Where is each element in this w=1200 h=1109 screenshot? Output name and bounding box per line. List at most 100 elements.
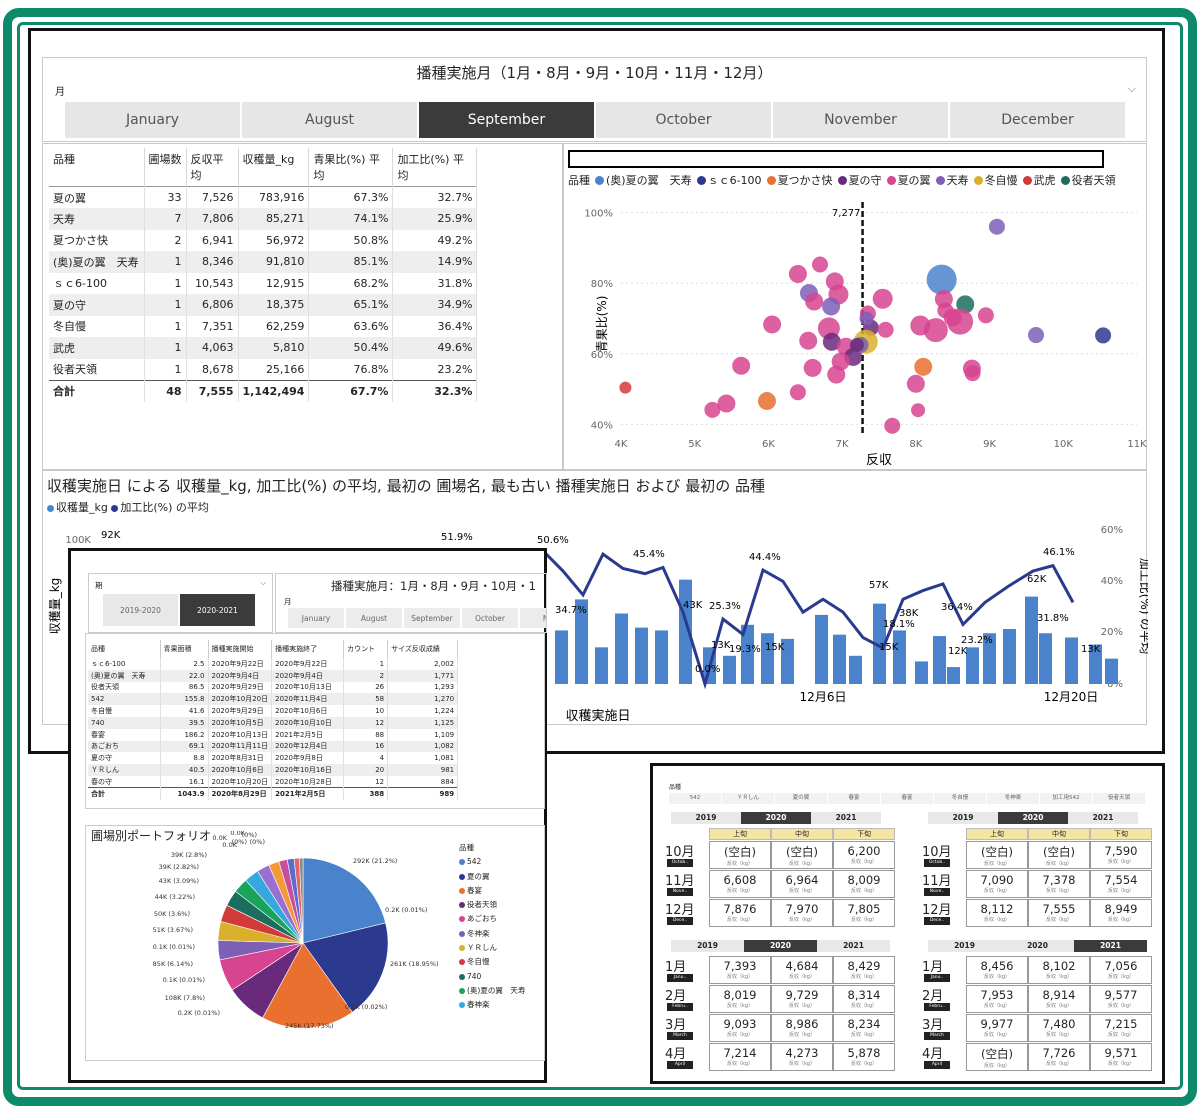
scatter-point[interactable] — [619, 381, 632, 394]
scatter-point[interactable] — [704, 401, 721, 418]
table-row[interactable]: 夏の守 1 6,806 18,375 65.1% 34.9% — [49, 294, 478, 316]
bar[interactable] — [1025, 596, 1038, 684]
table-row[interactable]: ｓｃ6-100 2.5 2020年9月22日 2020年9月22日 1 2,002 — [88, 658, 459, 670]
year-button[interactable]: 2020 — [998, 812, 1068, 824]
year-button[interactable]: 2019 — [928, 812, 998, 824]
bar[interactable] — [615, 613, 628, 685]
month-button[interactable]: October — [462, 608, 518, 628]
yield-cell[interactable]: 6,608 反収（kg） — [709, 870, 771, 898]
bar[interactable] — [1065, 637, 1078, 684]
table-row[interactable]: 天寿 7 7,806 85,271 74.1% 25.9% — [49, 208, 478, 230]
variety-button[interactable]: 冬神楽 — [987, 793, 1039, 804]
yield-cell[interactable]: 7,480 反収（kg） — [1028, 1014, 1090, 1042]
scatter-point[interactable] — [906, 374, 925, 393]
scatter-point[interactable] — [805, 292, 824, 311]
pie-legend-item[interactable]: 冬神楽 — [459, 927, 525, 941]
period-button-selected[interactable]: 2020-2021 — [180, 594, 255, 626]
pie-slice[interactable] — [299, 857, 304, 944]
scatter-point[interactable] — [910, 315, 931, 336]
month-button[interactable]: January — [65, 102, 240, 138]
month-button[interactable]: November — [773, 102, 948, 138]
yield-cell[interactable]: 9,577 反収（kg） — [1090, 985, 1152, 1013]
bar[interactable] — [933, 636, 946, 684]
table-row[interactable]: 春宴 186.2 2020年10月13日 2021年2月5日 88 1,109 — [88, 728, 459, 741]
month-button[interactable]: No — [520, 608, 546, 628]
yield-cell[interactable]: 8,112 反収（kg） — [966, 899, 1028, 927]
scatter-point[interactable] — [964, 365, 981, 382]
table-header[interactable]: 青果比(%) 平均 — [308, 148, 394, 187]
month-button[interactable]: December — [950, 102, 1125, 138]
month-button[interactable]: October — [596, 102, 771, 138]
pie-slice[interactable] — [302, 857, 386, 944]
yield-cell[interactable]: 4,684 反収（kg） — [771, 956, 833, 984]
yield-cell[interactable]: 7,953 反収（kg） — [966, 985, 1028, 1013]
pie-legend-item[interactable]: 役者天領 — [459, 898, 525, 912]
variety-button[interactable]: ＹＲしん — [722, 793, 774, 804]
variety-button[interactable]: 春宴 — [828, 793, 880, 804]
scatter-point[interactable] — [934, 290, 953, 309]
scatter-point[interactable] — [799, 331, 818, 350]
scatter-point[interactable] — [872, 288, 893, 309]
yield-cell[interactable]: 8,234 反収（kg） — [833, 1014, 895, 1042]
yield-cell[interactable]: 7,056 反収（kg） — [1090, 956, 1152, 984]
scatter-point[interactable] — [914, 357, 933, 376]
yield-cell[interactable]: 9,729 反収（kg） — [771, 985, 833, 1013]
year-button[interactable]: 2020 — [744, 940, 817, 952]
variety-button[interactable]: 542 — [669, 793, 721, 804]
scatter-point[interactable] — [943, 308, 962, 327]
yield-cell[interactable]: 7,555 反収（kg） — [1028, 899, 1090, 927]
legend-item[interactable]: 天寿 — [935, 174, 969, 187]
table-row[interactable]: ｓｃ6-100 1 10,543 12,915 68.2% 31.8% — [49, 272, 478, 294]
scatter-point[interactable] — [822, 332, 841, 351]
yield-cell[interactable]: 8,019 反収（kg） — [709, 985, 771, 1013]
pie-legend-item[interactable]: 冬自慢 — [459, 955, 525, 969]
bar[interactable] — [983, 633, 996, 684]
scatter-point[interactable] — [1028, 327, 1045, 344]
yield-cell[interactable]: (空白) 反収（kg） — [771, 841, 833, 869]
year-button[interactable]: 2020 — [741, 812, 811, 824]
bar[interactable] — [679, 579, 692, 684]
table-header[interactable]: 品種 — [88, 640, 161, 658]
yield-cell[interactable]: 7,726 反収（kg） — [1028, 1043, 1090, 1071]
yield-cell[interactable]: 7,090 反収（kg） — [966, 870, 1028, 898]
table-row[interactable]: 夏の守 8.8 2020年8月31日 2020年9月8日 4 1,081 — [88, 752, 459, 765]
pie-legend-item[interactable]: (奥)夏の翼 天寿 — [459, 984, 525, 998]
pie-legend-item[interactable]: 542 — [459, 855, 525, 869]
bar[interactable] — [947, 667, 960, 684]
year-button[interactable]: 2019 — [671, 940, 744, 952]
scatter-point[interactable] — [717, 394, 736, 413]
bar[interactable] — [781, 638, 794, 684]
bar[interactable] — [833, 634, 846, 684]
scatter-point[interactable] — [988, 218, 1005, 235]
bar[interactable] — [1089, 644, 1102, 684]
month-button[interactable]: September — [404, 608, 460, 628]
table-row[interactable]: 武虎 1 4,063 5,810 50.4% 49.6% — [49, 337, 478, 359]
bar[interactable] — [635, 627, 648, 684]
pie-legend-item[interactable]: ＹＲしん — [459, 941, 525, 955]
legend-item[interactable]: 武虎 — [1022, 174, 1056, 187]
bar[interactable] — [1003, 629, 1016, 684]
year-button[interactable]: 2021 — [811, 812, 881, 824]
legend-item[interactable]: (奥)夏の翼 天寿 — [595, 174, 692, 187]
pie-slice[interactable] — [302, 922, 389, 1013]
yield-cell[interactable]: 4,273 反収（kg） — [771, 1043, 833, 1071]
bar[interactable] — [655, 630, 668, 684]
yield-cell[interactable]: 8,914 反収（kg） — [1028, 985, 1090, 1013]
yield-cell[interactable]: 9,977 反収（kg） — [966, 1014, 1028, 1042]
table-header[interactable]: 圃場数 — [144, 148, 187, 187]
yield-cell[interactable]: (空白) 反収（kg） — [966, 841, 1028, 869]
scatter-point[interactable] — [911, 403, 926, 418]
table-row[interactable]: (奥)夏の翼 天寿 1 8,346 91,810 85.1% 14.9% — [49, 251, 478, 273]
bar[interactable] — [741, 624, 754, 684]
year-button[interactable]: 2020 — [1001, 940, 1074, 952]
period-button[interactable]: 2019-2020 — [103, 594, 178, 626]
table-row[interactable]: 542 155.8 2020年10月20日 2020年11月4日 58 1,270 — [88, 693, 459, 706]
bar[interactable] — [849, 655, 862, 684]
yield-cell[interactable]: (空白) 反収（kg） — [1028, 841, 1090, 869]
variety-button[interactable]: 冬自慢 — [934, 793, 986, 804]
scatter-point[interactable] — [788, 265, 807, 283]
yield-cell[interactable]: 8,009 反収（kg） — [833, 870, 895, 898]
legend-item[interactable]: 役者天領 — [1060, 174, 1116, 187]
scatter-point[interactable] — [977, 307, 994, 324]
scatter-point[interactable] — [1095, 327, 1112, 344]
